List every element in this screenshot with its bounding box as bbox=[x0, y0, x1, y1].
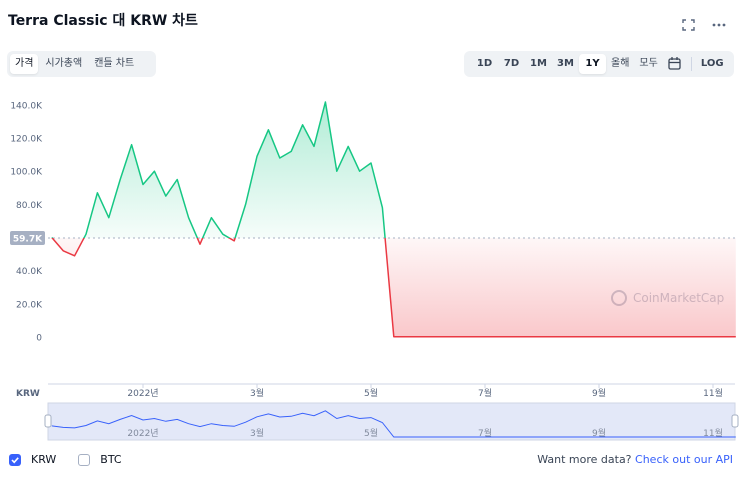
navigator-tick-label: 2022년 bbox=[127, 428, 158, 439]
chart-title: Terra Classic 대 KRW 차트 bbox=[8, 13, 198, 29]
range-button[interactable]: 3M bbox=[557, 58, 574, 69]
currency-options: KRW BTC bbox=[9, 453, 122, 466]
navigator-line bbox=[51, 410, 736, 438]
tab[interactable]: 시가총액 bbox=[45, 58, 83, 69]
separator bbox=[690, 57, 692, 71]
y-tick-label: 0 bbox=[36, 334, 42, 344]
reference-label: 59.7K bbox=[13, 235, 43, 245]
navigator-tick-label: 9월 bbox=[592, 427, 606, 439]
calendar-button[interactable] bbox=[663, 54, 687, 74]
log-button[interactable]: LOG bbox=[700, 58, 724, 69]
range-button[interactable]: 1D bbox=[476, 58, 493, 69]
x-tick-label: 11월 bbox=[703, 387, 723, 399]
price-area bbox=[51, 102, 736, 337]
navigator-tick-label: 7월 bbox=[478, 427, 492, 439]
api-prompt: Want more data? Check out our API bbox=[537, 453, 733, 466]
tab[interactable]: 캔들 차트 bbox=[94, 58, 135, 69]
prompt-text: Want more data? bbox=[537, 453, 632, 466]
y-tick-label: 20.0K bbox=[16, 300, 43, 310]
x-tick-label: 2022년 bbox=[127, 388, 158, 399]
range-button[interactable]: 모두 bbox=[639, 58, 658, 69]
y-tick-label: 40.0K bbox=[16, 267, 43, 277]
axis-label: KRW bbox=[16, 389, 40, 399]
option-label[interactable]: KRW bbox=[31, 453, 57, 466]
header-icons bbox=[682, 19, 726, 31]
navigator-handle bbox=[44, 414, 52, 428]
checkbox[interactable] bbox=[9, 453, 21, 466]
navigator-handle bbox=[731, 414, 739, 428]
range-button[interactable]: 1Y bbox=[579, 54, 606, 74]
y-tick-label: 80.0K bbox=[16, 201, 43, 211]
x-tick-label: 5월 bbox=[364, 387, 378, 399]
price-line bbox=[51, 101, 736, 338]
navigator-tick-label: 3월 bbox=[250, 427, 264, 439]
reference-badge bbox=[10, 231, 45, 246]
chart: 020.0K40.0K80.0K100.0K120.0K140.0KCoinMa… bbox=[10, 101, 739, 441]
fullscreen-icon[interactable] bbox=[682, 19, 695, 31]
checkbox[interactable] bbox=[78, 453, 91, 466]
x-tick-label: 7월 bbox=[478, 387, 492, 399]
range-button[interactable]: 7D bbox=[503, 58, 520, 69]
tab[interactable]: 가격 bbox=[10, 54, 39, 74]
navigator-tick-label: 5월 bbox=[364, 427, 378, 439]
more-icon[interactable] bbox=[712, 23, 726, 27]
option-label[interactable]: BTC bbox=[100, 453, 122, 466]
y-tick-label: 120.0K bbox=[10, 135, 43, 145]
range-button[interactable]: 올해 bbox=[611, 58, 630, 69]
range-group: 1D 7D 1M 3M 1Y 올해 모두 LOG bbox=[464, 51, 734, 77]
navigator-tick-label: 11월 bbox=[703, 427, 723, 439]
y-tick-label: 100.0K bbox=[10, 168, 43, 178]
range-button[interactable]: 1M bbox=[530, 58, 547, 69]
y-tick-label: 140.0K bbox=[10, 101, 43, 111]
x-tick-label: 3월 bbox=[250, 387, 264, 399]
x-tick-label: 9월 bbox=[592, 387, 606, 399]
tab-group: 가격 시가총액 캔들 차트 bbox=[7, 51, 156, 77]
api-link[interactable]: Check out our API bbox=[635, 453, 733, 466]
